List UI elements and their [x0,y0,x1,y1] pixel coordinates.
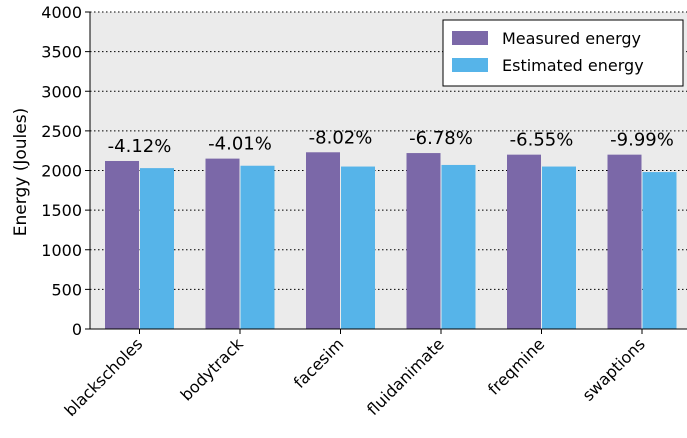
legend: Measured energy Estimated energy [442,19,684,87]
legend-label: Estimated energy [502,56,644,75]
data-labels: -4.12% -4.01% -8.02% -6.78% -6.55% -9.99% [108,127,674,157]
x-tick-label: blackscholes [61,334,147,420]
y-tick-label: 1500 [41,201,82,220]
y-tick-label: 2500 [41,122,82,141]
y-tick-label: 500 [51,280,82,299]
x-tick-label: facesim [290,334,348,392]
bar-estimated [240,165,275,329]
y-tick-label: 2000 [41,162,82,181]
bar-estimated [441,164,476,329]
bar-estimated [140,168,174,329]
data-label: -4.12% [108,136,172,157]
y-tick-label: 0 [72,320,82,339]
bar-measured [406,153,441,329]
x-ticks: blackscholes bodytrack facesim fluidanimate… [61,329,649,420]
bar-measured [105,160,139,329]
y-tick-label: 4000 [41,3,82,22]
data-label: -6.55% [510,130,574,151]
x-tick-label: swaptions [579,334,649,404]
x-tick-label: fluidanimate [363,334,448,419]
bar-estimated [642,172,677,329]
data-label: -4.01% [208,134,272,155]
data-label: -9.99% [610,130,674,151]
y-tick-label: 1000 [41,241,82,260]
legend-swatch [452,58,488,72]
bar-measured [507,154,541,329]
legend-label: Measured energy [502,29,641,48]
data-label: -6.78% [409,128,473,149]
bar-estimated [542,166,576,329]
data-label: -8.02% [309,127,373,148]
x-tick-label: bodytrack [177,334,248,405]
legend-swatch [452,31,488,45]
bar-measured [607,154,642,329]
y-tick-label: 3500 [41,43,82,62]
y-axis-label: Energy (Joules) [11,108,31,236]
bar-measured [205,158,240,329]
bar-measured [306,152,340,329]
y-tick-label: 3000 [41,82,82,101]
x-tick-label: freqmine [484,334,548,398]
bar-estimated [341,166,375,329]
bars [105,152,677,329]
y-ticks: 0 500 1000 1500 2000 2500 3000 3500 4000 [41,3,90,339]
